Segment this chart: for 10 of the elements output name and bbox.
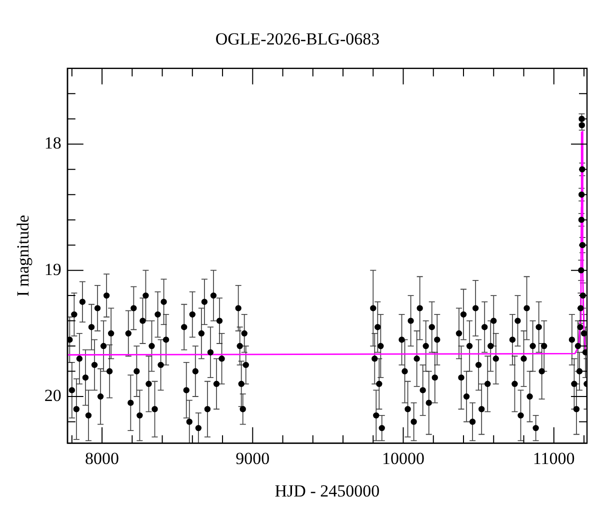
x-axis-title: HJD - 2450000: [274, 481, 380, 500]
chart-title: OGLE-2026-BLG-0683: [215, 30, 380, 49]
y-tick-label: 19: [44, 260, 62, 279]
y-tick-label: 18: [44, 134, 62, 153]
x-tick-label: 9000: [236, 448, 270, 468]
x-tick-label: 8000: [85, 448, 120, 468]
y-tick-label: 20: [44, 386, 62, 405]
y-axis-title: I magnitude: [14, 214, 33, 297]
x-tick-label: 11000: [532, 448, 575, 468]
x-tick-label: 10000: [382, 448, 425, 468]
